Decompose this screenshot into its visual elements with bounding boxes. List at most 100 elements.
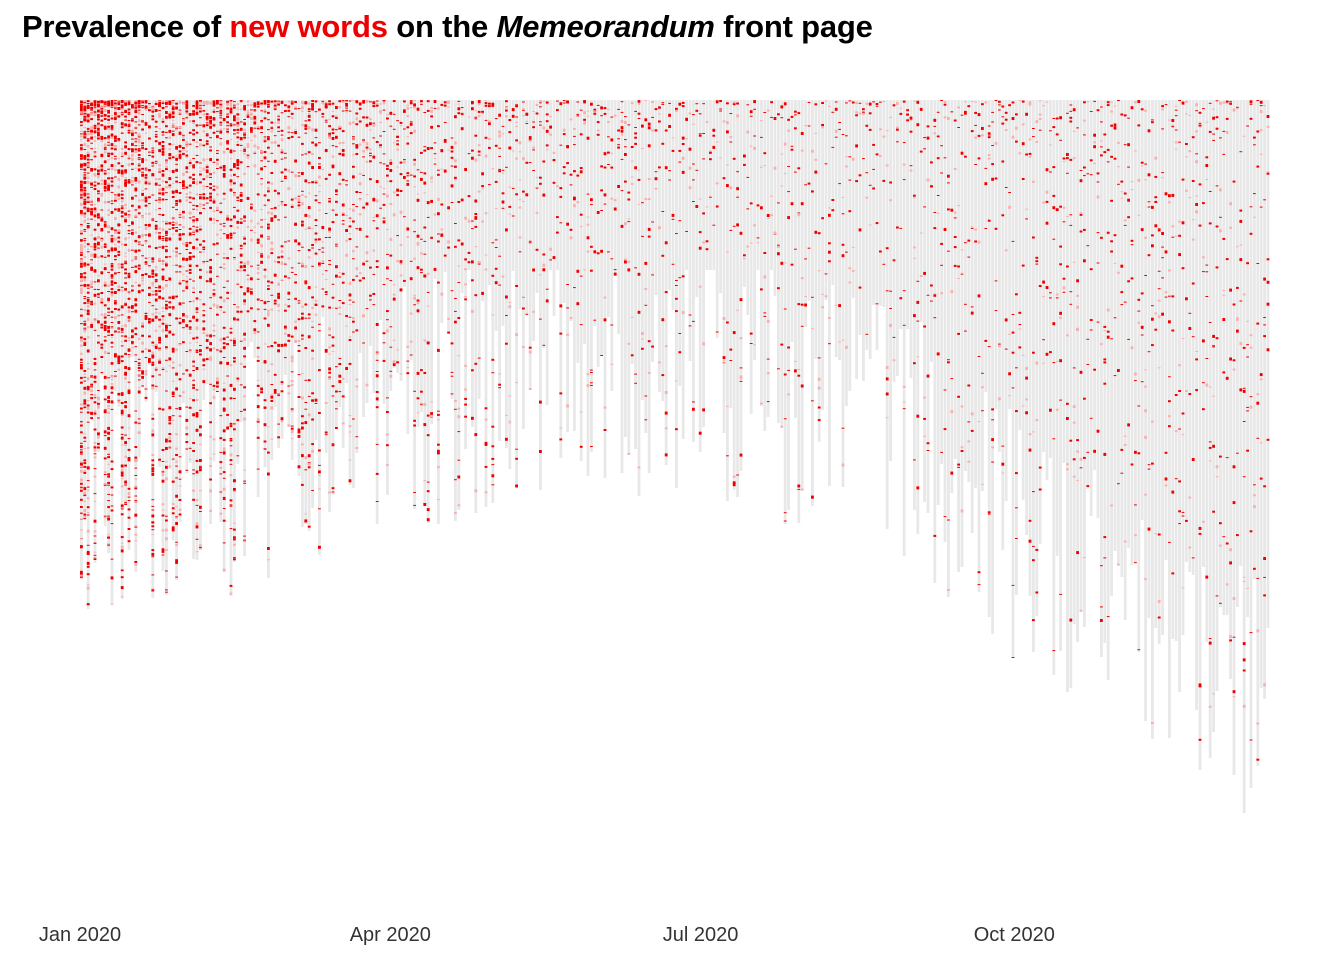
new-word-mark (178, 253, 182, 255)
new-word-mark (202, 261, 206, 263)
new-word-mark (110, 379, 114, 381)
new-word-mark (222, 408, 226, 412)
new-word-mark (185, 426, 189, 430)
new-word-mark (539, 400, 542, 404)
new-word-mark (256, 436, 260, 439)
new-word-mark (239, 193, 243, 197)
new-word-mark (103, 224, 107, 226)
day-column (212, 100, 216, 461)
new-word-mark (212, 123, 216, 125)
new-word-mark (107, 500, 110, 502)
day-column (280, 100, 284, 439)
new-word-mark (321, 241, 325, 243)
new-word-mark (93, 246, 97, 248)
new-word-mark (185, 441, 189, 443)
new-word-mark (328, 229, 331, 233)
new-word-mark (168, 324, 172, 326)
new-word-mark (454, 511, 457, 514)
new-word-mark (124, 277, 127, 279)
new-word-mark (545, 101, 549, 104)
new-word-mark (239, 183, 243, 187)
new-word-mark (233, 104, 236, 106)
new-word-mark (280, 384, 284, 386)
new-word-mark (161, 268, 165, 271)
new-word-mark (229, 234, 233, 237)
new-word-mark (525, 112, 529, 115)
new-word-mark (277, 256, 280, 259)
new-word-mark (586, 236, 590, 240)
new-word-mark (607, 251, 610, 253)
new-word-mark (93, 151, 97, 153)
new-word-mark (131, 106, 134, 109)
new-word-mark (287, 131, 291, 133)
new-word-mark (229, 383, 233, 387)
new-word-mark (86, 297, 90, 299)
new-word-mark (229, 364, 233, 367)
new-word-mark (423, 146, 427, 148)
new-word-mark (97, 193, 100, 195)
new-word-mark (137, 138, 141, 140)
new-word-mark (83, 386, 87, 390)
new-word-mark (375, 100, 379, 102)
new-word-mark (86, 139, 90, 142)
new-word-mark (188, 373, 192, 377)
new-word-mark (236, 269, 240, 271)
new-word-mark (654, 187, 658, 190)
new-word-mark (154, 231, 158, 234)
new-word-mark (195, 264, 199, 267)
new-word-mark (219, 124, 223, 126)
new-word-mark (280, 245, 284, 248)
new-word-mark (246, 289, 250, 293)
new-word-mark (301, 305, 304, 308)
new-word-mark (127, 148, 131, 151)
new-word-mark (192, 469, 195, 471)
new-word-mark (171, 221, 175, 223)
day-column (457, 100, 461, 510)
new-word-mark (297, 428, 301, 432)
new-word-mark (161, 306, 165, 309)
new-word-mark (202, 100, 206, 104)
new-word-mark (165, 390, 168, 392)
new-word-mark (165, 324, 168, 328)
new-word-mark (165, 231, 168, 234)
new-word-mark (467, 219, 471, 223)
new-word-mark (545, 113, 549, 116)
new-word-mark (171, 308, 175, 310)
new-word-mark (222, 337, 226, 340)
new-word-mark (644, 419, 648, 421)
new-word-mark (277, 395, 280, 397)
new-word-mark (97, 442, 100, 445)
new-word-mark (137, 124, 141, 126)
new-word-mark (110, 235, 114, 237)
new-word-mark (379, 103, 382, 105)
new-word-mark (477, 150, 481, 153)
new-word-mark (97, 166, 100, 168)
new-word-mark (124, 434, 127, 436)
new-word-mark (86, 411, 90, 414)
new-word-mark (253, 117, 257, 120)
new-word-mark (345, 367, 348, 370)
new-word-mark (131, 162, 134, 165)
new-word-mark (120, 325, 124, 327)
new-word-mark (100, 192, 104, 194)
new-word-mark (90, 182, 93, 184)
new-word-mark (83, 500, 87, 502)
new-word-mark (324, 101, 328, 104)
new-word-mark (416, 412, 420, 414)
new-word-mark (610, 324, 614, 326)
new-word-mark (175, 317, 178, 320)
new-word-mark (80, 338, 83, 342)
new-word-mark (318, 262, 321, 266)
new-word-mark (127, 157, 131, 160)
day-column (460, 100, 464, 293)
new-word-mark (161, 277, 165, 281)
new-word-mark (729, 186, 733, 190)
new-word-mark (256, 128, 260, 130)
new-word-mark (165, 323, 168, 326)
new-word-mark (165, 263, 168, 267)
new-word-mark (644, 261, 648, 265)
new-word-mark (318, 546, 321, 548)
new-word-mark (671, 218, 675, 220)
new-word-mark (161, 367, 165, 371)
new-word-mark (107, 118, 110, 121)
